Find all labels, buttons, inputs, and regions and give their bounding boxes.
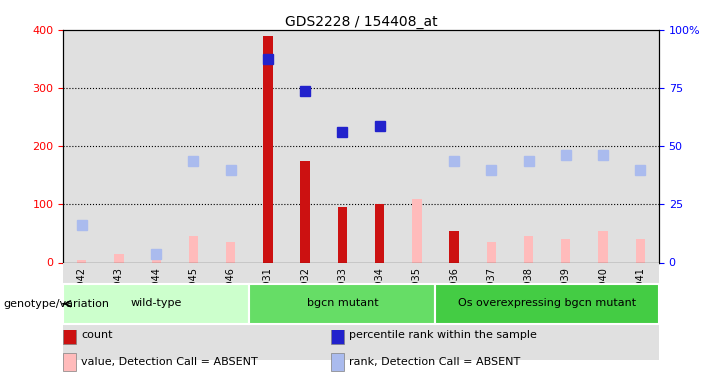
Bar [398,30,435,262]
Bar [412,198,421,262]
Text: GSM95946: GSM95946 [226,267,236,320]
Bar [324,262,361,360]
Text: GSM95944: GSM95944 [151,267,161,320]
Bar [287,30,324,262]
Bar [398,262,435,360]
Bar [114,254,123,262]
Text: GSM95938: GSM95938 [524,267,533,320]
Bar [287,262,324,360]
Bar [435,30,472,262]
Bar [137,262,175,360]
Text: GSM95931: GSM95931 [263,267,273,320]
Bar [361,262,398,360]
Text: genotype/variation: genotype/variation [4,299,109,309]
Text: GSM95935: GSM95935 [412,267,422,320]
Bar [375,204,384,262]
Bar [361,30,398,262]
Text: GSM95933: GSM95933 [337,267,348,320]
Bar [585,262,622,360]
Bar [331,352,344,370]
Bar [435,284,659,324]
Bar [585,30,622,262]
Bar [63,30,100,262]
Text: count: count [81,330,112,339]
Bar [175,30,212,262]
Bar [510,30,547,262]
Text: GSM95941: GSM95941 [635,267,646,320]
Bar [547,30,585,262]
Bar [189,236,198,262]
Bar [100,262,137,360]
Bar [599,231,608,262]
Bar [547,262,585,360]
Text: GSM95940: GSM95940 [598,267,608,320]
Text: GSM95945: GSM95945 [189,267,198,320]
Text: GSM95934: GSM95934 [374,267,385,320]
Bar [100,30,137,262]
Text: Os overexpressing bgcn mutant: Os overexpressing bgcn mutant [458,298,637,308]
Bar [63,284,250,324]
Bar [331,326,344,344]
Text: GSM95937: GSM95937 [486,267,496,320]
Bar [63,326,76,344]
Bar [435,262,472,360]
Text: GSM95943: GSM95943 [114,267,124,320]
Text: value, Detection Call = ABSENT: value, Detection Call = ABSENT [81,357,258,366]
Bar [472,30,510,262]
Bar [472,262,510,360]
Bar [77,260,86,262]
Text: GSM95936: GSM95936 [449,267,459,320]
Bar [250,30,287,262]
Text: bgcn mutant: bgcn mutant [306,298,379,308]
Bar [250,262,287,360]
Bar [622,30,659,262]
Bar [510,262,547,360]
Bar [63,262,100,360]
Bar [524,236,533,262]
Text: GSM95932: GSM95932 [300,267,310,320]
Bar [338,207,347,262]
Bar [562,239,571,262]
Text: GSM95939: GSM95939 [561,267,571,320]
Text: percentile rank within the sample: percentile rank within the sample [349,330,537,339]
Bar [212,262,250,360]
Title: GDS2228 / 154408_at: GDS2228 / 154408_at [285,15,437,29]
Bar [264,36,273,262]
Text: rank, Detection Call = ABSENT: rank, Detection Call = ABSENT [349,357,520,366]
Bar [486,242,496,262]
Bar [622,262,659,360]
Bar [175,262,212,360]
Bar [63,352,76,370]
Bar [151,260,161,262]
Bar [226,242,236,262]
Bar [137,30,175,262]
Bar [301,161,310,262]
Bar [250,284,435,324]
Text: wild-type: wild-type [130,298,182,308]
Bar [324,30,361,262]
Text: GSM95942: GSM95942 [76,267,87,320]
Bar [212,30,250,262]
Bar [449,231,458,262]
Bar [636,239,645,262]
